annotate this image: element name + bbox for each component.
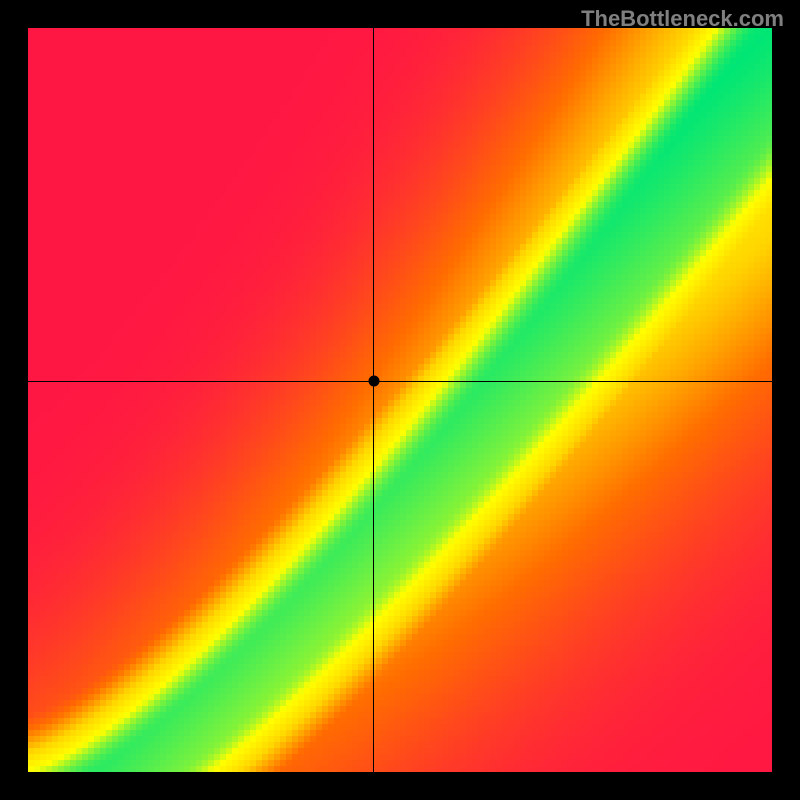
plot-area [28,28,772,772]
heatmap-canvas [28,28,772,772]
crosshair-vertical [373,28,374,772]
crosshair-horizontal [28,381,772,382]
data-point-marker [368,376,379,387]
watermark-label: TheBottleneck.com [581,6,784,31]
watermark-text: TheBottleneck.com [581,6,784,32]
